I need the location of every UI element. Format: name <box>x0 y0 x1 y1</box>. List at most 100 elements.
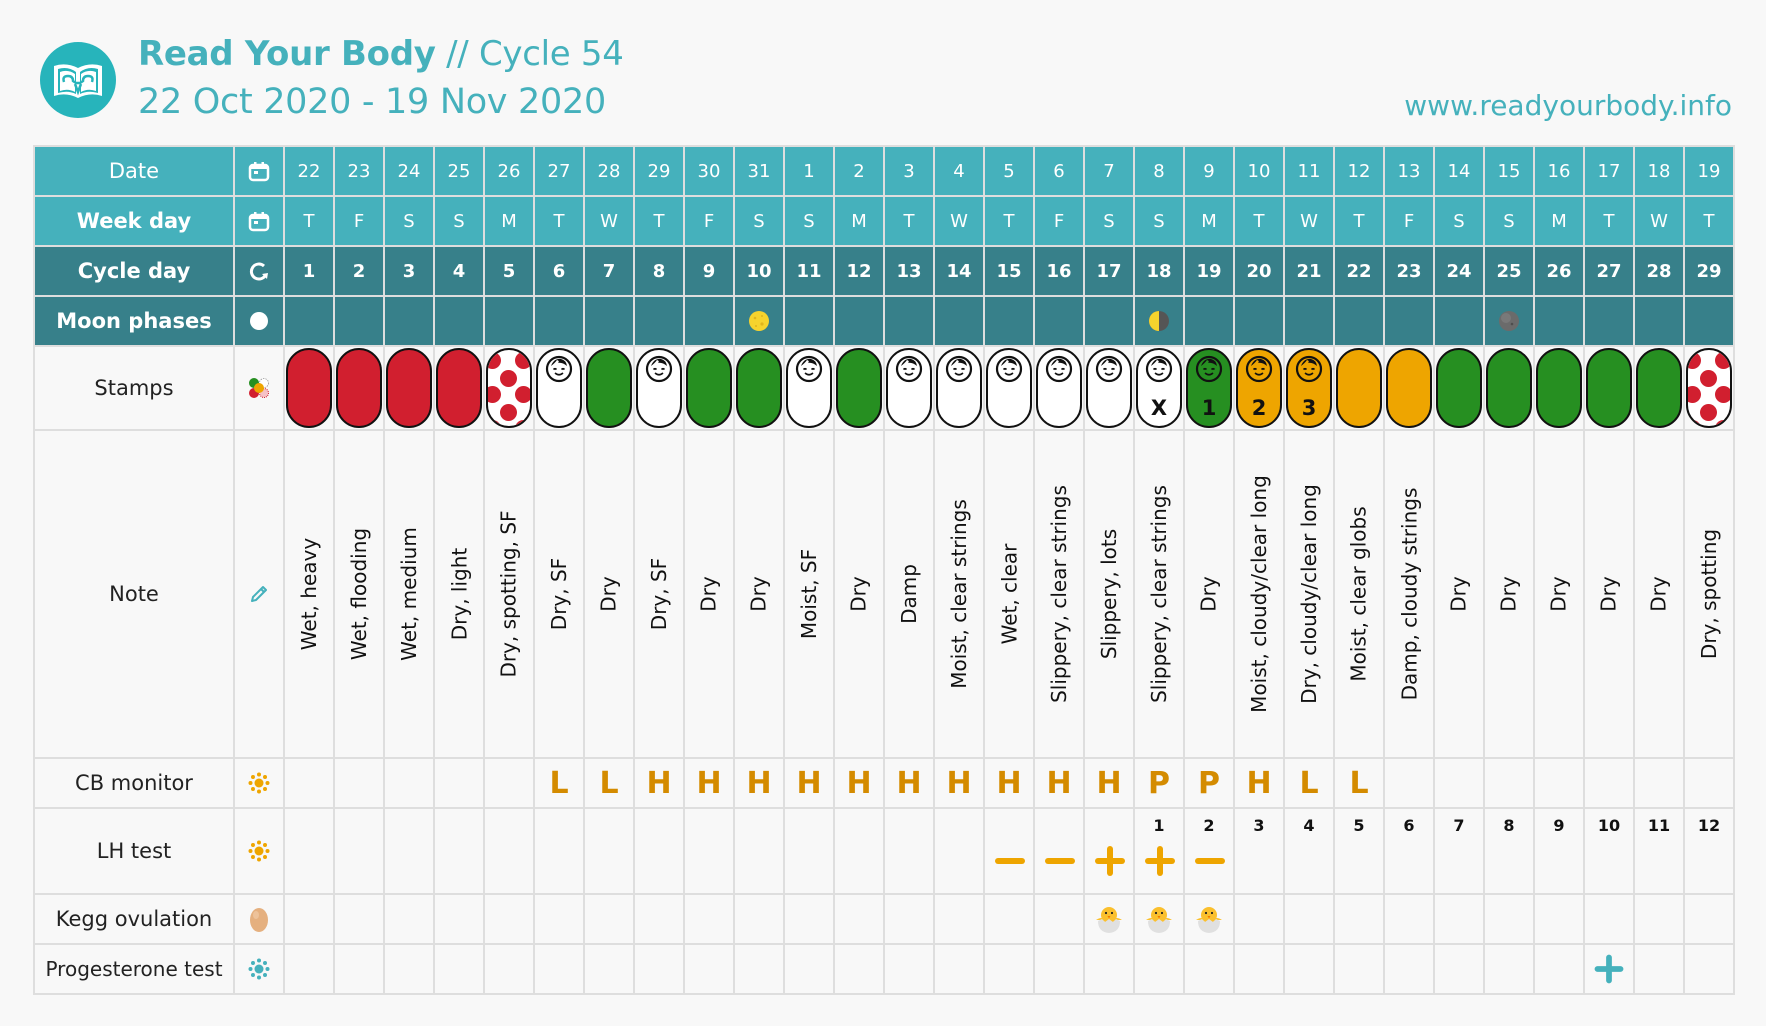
orange-baby-stamp[interactable]: 3 <box>1286 348 1332 428</box>
white-baby-stamp[interactable] <box>986 348 1032 428</box>
red-stamp[interactable] <box>436 348 482 428</box>
cycle-day-row-cell[interactable]: 2 <box>333 245 385 297</box>
green-baby-stamp[interactable]: 1 <box>1186 348 1232 428</box>
moon-phase-row-cell[interactable] <box>883 295 935 347</box>
moon-phase-row-cell[interactable] <box>483 295 535 347</box>
moon-phase-row-cell[interactable] <box>1533 295 1585 347</box>
weekday-row-cell[interactable]: M <box>483 195 535 247</box>
kegg-row-cell[interactable] <box>1133 893 1185 945</box>
green-stamp[interactable] <box>836 348 882 428</box>
cycle-day-row-cell[interactable]: 7 <box>583 245 635 297</box>
weekday-row-cell[interactable]: T <box>983 195 1035 247</box>
cb-monitor-row-cell[interactable]: H <box>1233 757 1285 809</box>
weekday-row-cell[interactable]: S <box>1133 195 1185 247</box>
cycle-day-row-cell[interactable]: 17 <box>1083 245 1135 297</box>
cb-monitor-row-cell[interactable]: H <box>1083 757 1135 809</box>
cb-monitor-row-cell[interactable]: H <box>1033 757 1085 809</box>
lh-test-row-cell[interactable] <box>933 807 985 895</box>
kegg-row-cell[interactable] <box>1383 893 1435 945</box>
kegg-row-cell[interactable] <box>1183 893 1235 945</box>
progesterone-row-cell[interactable] <box>483 943 535 995</box>
lh-test-row-cell[interactable] <box>483 807 535 895</box>
red-stamp[interactable] <box>336 348 382 428</box>
lh-test-row-cell[interactable]: 11 <box>1633 807 1685 895</box>
lh-test-row-cell[interactable]: 8 <box>1483 807 1535 895</box>
note-row-cell[interactable]: Dry, cloudy/clear long <box>1283 429 1335 759</box>
cycle-day-row-cell[interactable]: 1 <box>283 245 335 297</box>
stamps-row-cell[interactable] <box>1033 345 1085 431</box>
kegg-row-cell[interactable] <box>733 893 785 945</box>
date-row-cell[interactable]: 10 <box>1233 145 1285 197</box>
progesterone-row-cell[interactable] <box>333 943 385 995</box>
moon-phase-row-cell[interactable] <box>1433 295 1485 347</box>
stamps-row-cell[interactable] <box>683 345 735 431</box>
white-baby-stamp[interactable] <box>936 348 982 428</box>
kegg-row-cell[interactable] <box>1633 893 1685 945</box>
kegg-row-cell[interactable] <box>1483 893 1535 945</box>
weekday-row-cell[interactable]: W <box>1283 195 1335 247</box>
green-stamp[interactable] <box>586 348 632 428</box>
stamps-row-cell[interactable] <box>283 345 335 431</box>
kegg-row-cell[interactable] <box>1533 893 1585 945</box>
cb-monitor-row-cell[interactable]: H <box>683 757 735 809</box>
note-row-cell[interactable]: Slippery, lots <box>1083 429 1135 759</box>
progesterone-row-cell[interactable] <box>383 943 435 995</box>
cb-monitor-row-cell[interactable]: H <box>883 757 935 809</box>
lh-test-row-cell[interactable]: 10 <box>1583 807 1635 895</box>
kegg-row-cell[interactable] <box>1333 893 1385 945</box>
note-row-cell[interactable]: Dry <box>1433 429 1485 759</box>
stamps-row-cell[interactable] <box>1583 345 1635 431</box>
weekday-row-cell[interactable]: T <box>1583 195 1635 247</box>
orange-baby-stamp[interactable]: 2 <box>1236 348 1282 428</box>
stamps-row-cell[interactable]: 2 <box>1233 345 1285 431</box>
moon-phase-row-cell[interactable] <box>1483 295 1535 347</box>
cb-monitor-row-cell[interactable] <box>1683 757 1735 809</box>
progesterone-row-cell[interactable] <box>883 943 935 995</box>
red-stamp[interactable] <box>286 348 332 428</box>
green-stamp[interactable] <box>736 348 782 428</box>
progesterone-row-cell[interactable] <box>933 943 985 995</box>
stamps-row-cell[interactable] <box>1483 345 1535 431</box>
weekday-row-cell[interactable]: S <box>733 195 785 247</box>
moon-phase-row-cell[interactable] <box>783 295 835 347</box>
lh-test-row-cell[interactable] <box>883 807 935 895</box>
white-baby-stamp[interactable] <box>536 348 582 428</box>
cb-monitor-row-cell[interactable] <box>333 757 385 809</box>
lh-test-row-cell[interactable]: 1 <box>1133 807 1185 895</box>
cycle-day-row-cell[interactable]: 28 <box>1633 245 1685 297</box>
kegg-row-cell[interactable] <box>533 893 585 945</box>
lh-test-row-cell[interactable]: 3 <box>1233 807 1285 895</box>
weekday-row-cell[interactable]: S <box>1083 195 1135 247</box>
date-row-cell[interactable]: 24 <box>383 145 435 197</box>
note-row-cell[interactable]: Dry, light <box>433 429 485 759</box>
moon-phase-row-cell[interactable] <box>983 295 1035 347</box>
lh-test-row-cell[interactable] <box>683 807 735 895</box>
note-row-cell[interactable]: Damp, cloudy strings <box>1383 429 1435 759</box>
cycle-day-row-cell[interactable]: 18 <box>1133 245 1185 297</box>
kegg-row-cell[interactable] <box>633 893 685 945</box>
moon-phase-row-cell[interactable] <box>1383 295 1435 347</box>
stamps-row-cell[interactable] <box>483 345 535 431</box>
progesterone-row-cell[interactable] <box>1683 943 1735 995</box>
date-row-cell[interactable]: 13 <box>1383 145 1435 197</box>
date-row-cell[interactable]: 8 <box>1133 145 1185 197</box>
lh-test-row-cell[interactable] <box>1083 807 1135 895</box>
website-link[interactable]: www.readyourbody.info <box>1404 89 1732 122</box>
cycle-day-row-cell[interactable]: 19 <box>1183 245 1235 297</box>
note-row-cell[interactable]: Dry, spotting, SF <box>483 429 535 759</box>
weekday-row-cell[interactable]: T <box>533 195 585 247</box>
progesterone-row-cell[interactable] <box>1583 943 1635 995</box>
cycle-day-row-cell[interactable]: 27 <box>1583 245 1635 297</box>
date-row-cell[interactable]: 23 <box>333 145 385 197</box>
stamps-row-cell[interactable] <box>833 345 885 431</box>
progesterone-row-cell[interactable] <box>683 943 735 995</box>
lh-test-row-cell[interactable]: 2 <box>1183 807 1235 895</box>
lh-test-row-cell[interactable]: 6 <box>1383 807 1435 895</box>
cb-monitor-row-cell[interactable] <box>1633 757 1685 809</box>
kegg-row-cell[interactable] <box>283 893 335 945</box>
note-row-cell[interactable]: Dry <box>1583 429 1635 759</box>
date-row-cell[interactable]: 17 <box>1583 145 1635 197</box>
note-row-cell[interactable]: Moist, clear globs <box>1333 429 1385 759</box>
kegg-row-cell[interactable] <box>333 893 385 945</box>
date-row-cell[interactable]: 11 <box>1283 145 1335 197</box>
